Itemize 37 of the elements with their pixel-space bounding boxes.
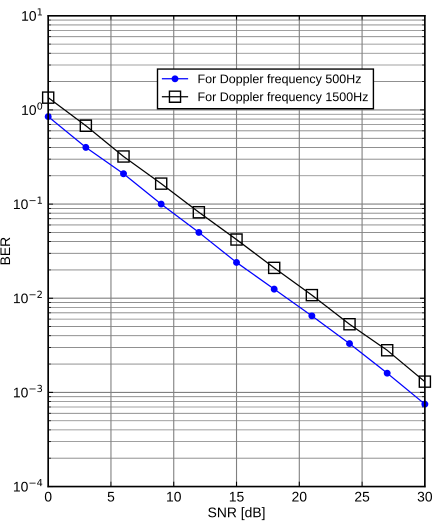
- point: [380, 344, 394, 357]
- point: [82, 144, 90, 151]
- point: [346, 340, 353, 348]
- y-tick-label: 10$^{−4}$: [14, 479, 42, 492]
- x-tick-label: 30: [418, 492, 432, 502]
- point: [418, 375, 432, 388]
- point: [117, 150, 130, 163]
- x-tick-label: 20: [292, 492, 306, 502]
- y-tick-label: 10$^{−3}$: [14, 384, 42, 398]
- x-tick-label: 0: [44, 492, 52, 502]
- point: [233, 258, 240, 266]
- y-axis-title: BER: [0, 238, 10, 264]
- point: [42, 91, 54, 104]
- point: [158, 200, 165, 208]
- x-tick-label: 15: [230, 492, 244, 502]
- x-tick-label: 5: [108, 492, 114, 502]
- legend-label: For Doppler frequency 500Hz: [198, 74, 361, 86]
- y-tick-label: 10$^{−2}$: [14, 290, 42, 304]
- point: [120, 170, 127, 178]
- y-tick-label: 10$^{−1}$: [14, 196, 42, 210]
- y-tick-label: 10$^{0}$: [22, 102, 42, 115]
- x-tick-label: 25: [355, 492, 370, 502]
- point: [384, 370, 391, 377]
- legend-label: For Doppler frequency 1500Hz: [198, 92, 368, 104]
- point: [80, 119, 92, 132]
- y-tick-label: 10$^{1}$: [22, 8, 42, 21]
- x-tick-label: 10: [167, 492, 181, 502]
- point: [270, 286, 278, 293]
- point: [343, 318, 356, 330]
- point: [192, 206, 206, 218]
- point: [230, 233, 243, 246]
- point: [268, 262, 280, 274]
- point: [195, 228, 202, 236]
- point: [308, 312, 316, 320]
- point: [154, 177, 168, 190]
- point: [306, 288, 318, 302]
- x-axis-title: SNR [dB]: [208, 507, 264, 520]
